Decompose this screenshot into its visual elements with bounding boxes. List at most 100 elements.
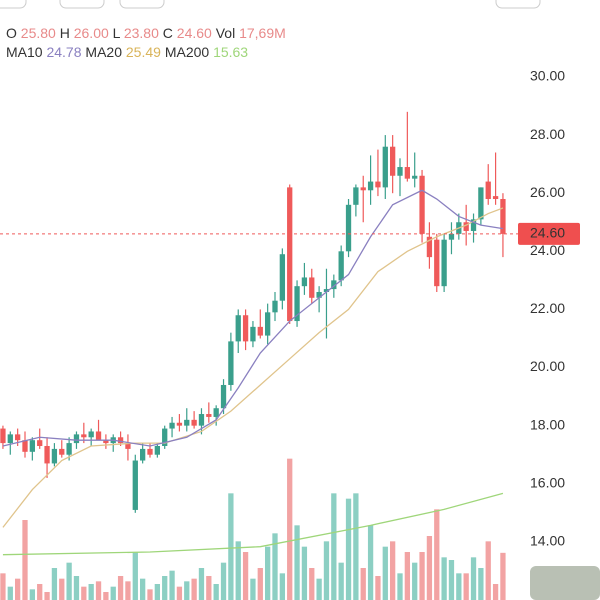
candle-body: [66, 443, 72, 455]
candle-body: [279, 254, 285, 301]
volume-bar: [309, 568, 315, 600]
legend-item: 24.78: [46, 44, 81, 60]
candle-body: [235, 315, 241, 342]
legend-item: 24.60: [177, 25, 212, 41]
y-tick-label: 22.00: [530, 300, 565, 316]
candle-body: [81, 434, 87, 438]
candle-body: [37, 440, 43, 446]
volume-bar: [198, 568, 205, 600]
thumbnail[interactable]: [530, 566, 600, 600]
volume-bar: [29, 589, 35, 600]
candle-body: [59, 448, 65, 455]
volume-bar: [44, 592, 50, 600]
volume-bar: [22, 520, 28, 600]
toolbar-button[interactable]: [495, 0, 541, 9]
candle-body: [176, 422, 183, 426]
volume-bar: [184, 581, 190, 600]
legend-item: L: [113, 25, 121, 41]
candle-body: [309, 277, 315, 298]
volume-bar: [206, 576, 212, 600]
volume-bar: [257, 568, 263, 600]
legend-item: MA200: [165, 44, 210, 60]
volume-bar: [66, 562, 72, 600]
y-tick-label: 30.00: [530, 68, 565, 84]
volume-bar: [117, 576, 124, 600]
candle-body: [29, 440, 35, 452]
candle-body: [448, 233, 455, 240]
last-price-label: 24.60: [530, 225, 565, 241]
volume-bar: [51, 568, 58, 600]
volume-bar: [279, 573, 285, 600]
toolbar-button[interactable]: [59, 0, 105, 9]
volume-bar: [95, 581, 102, 600]
candle-body: [331, 280, 337, 290]
candle-body: [382, 146, 388, 188]
volume-bar: [434, 509, 440, 600]
candle-body: [51, 448, 58, 464]
candle-body: [132, 460, 138, 510]
volume-bar: [323, 541, 330, 600]
legend-row: MA10 24.78 MA20 25.49 MA200 15.63: [6, 44, 248, 60]
candle-body: [257, 326, 263, 336]
volume-bar: [176, 586, 183, 600]
legend-item: 23.80: [124, 25, 159, 41]
candle-body: [265, 312, 271, 336]
volume-bar: [338, 562, 344, 600]
candle-body: [441, 239, 447, 287]
volume-bar: [367, 525, 374, 600]
volume-bar: [81, 586, 87, 600]
volume-bar: [404, 552, 410, 600]
volume-bar: [360, 568, 366, 600]
volume-bar: [463, 573, 469, 600]
candle-body: [88, 431, 94, 438]
legend-item: MA20: [85, 44, 122, 60]
candle-body: [272, 300, 278, 313]
legend-row: O 25.80 H 26.00 L 23.80 C 24.60 Vol 17,6…: [6, 25, 286, 41]
legend-item: 25.80: [21, 25, 56, 41]
y-tick-label: 18.00: [530, 416, 565, 432]
volume-bar: [353, 493, 359, 600]
toolbar-button[interactable]: [0, 0, 27, 9]
candle-body: [147, 448, 153, 455]
candle-body: [117, 437, 124, 444]
volume-bar: [228, 493, 234, 600]
candle-body: [426, 236, 433, 258]
volume-bar: [162, 576, 168, 600]
legend-item: Vol: [216, 25, 235, 41]
legend-item: MA10: [6, 44, 43, 60]
candle-body: [367, 181, 374, 191]
candle-body: [375, 181, 381, 188]
candle-body: [301, 277, 308, 287]
candle-body: [470, 219, 477, 231]
candle-body: [404, 167, 410, 179]
volume-bar: [250, 578, 256, 600]
legend-item: 25.49: [126, 44, 161, 60]
y-tick-label: 20.00: [530, 358, 565, 374]
candle-body: [390, 146, 396, 176]
candle-body: [419, 175, 425, 234]
candle-body: [463, 222, 469, 231]
volume-bar: [375, 576, 381, 600]
volume-bar: [500, 552, 506, 600]
candle-body: [353, 187, 359, 205]
volume-bar: [191, 578, 197, 600]
volume-bar: [140, 578, 146, 600]
legend-item: O: [6, 25, 17, 41]
candle-body: [434, 239, 440, 287]
y-tick-label: 14.00: [530, 533, 565, 549]
candle-body: [7, 434, 13, 444]
ma20-line: [2, 207, 504, 528]
candle-body: [338, 251, 344, 281]
candle-body: [228, 341, 234, 385]
volume-bar: [220, 562, 227, 600]
toolbar-button[interactable]: [119, 0, 165, 9]
volume-bar: [390, 541, 396, 600]
volume-bar: [213, 584, 219, 600]
volume-bar: [242, 552, 249, 600]
volume-bar: [426, 536, 433, 600]
volume-bar: [419, 552, 425, 600]
volume-bar: [331, 493, 337, 600]
volume-bar: [382, 546, 388, 600]
volume-bar: [287, 458, 293, 600]
volume-bar: [73, 576, 80, 600]
